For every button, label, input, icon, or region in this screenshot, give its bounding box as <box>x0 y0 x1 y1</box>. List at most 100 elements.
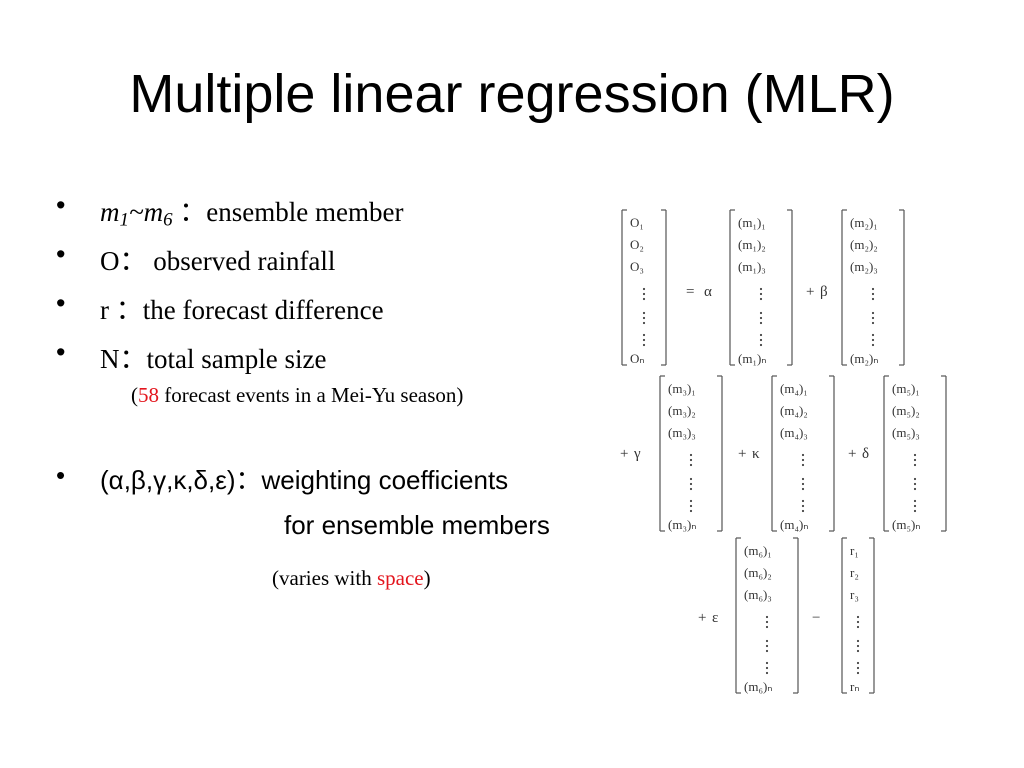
vdots-icon <box>689 477 693 481</box>
vdots-icon <box>689 482 693 486</box>
vdots-icon <box>913 463 917 467</box>
vdots-icon <box>856 671 860 675</box>
vector-entry: (m₅)₂ <box>892 403 920 418</box>
minus-sign: − <box>812 610 820 626</box>
vector-bracket-right <box>829 375 835 532</box>
vdots-icon <box>642 343 646 347</box>
plus-sign: + <box>620 446 628 462</box>
sample-size-note: (58 forecast events in a Mei-Yu season) <box>131 383 464 407</box>
vdots-icon <box>856 620 860 624</box>
vdots-icon <box>765 615 769 619</box>
vdots-icon <box>871 338 875 342</box>
bullet-sample-size: • N：total sample size <box>56 337 327 374</box>
equation-figure: O₁ O₂ O₃ Oₙ = α (m₁)₁ (m₁)₂ (m₁)₃ (m₁)ₙ + β (m₂)₁ (m₂… <box>620 209 947 694</box>
vector-bracket-left <box>659 375 665 532</box>
bullet-dot: • <box>56 239 66 269</box>
coefficient-kappa: κ <box>752 446 760 462</box>
vdots-icon <box>765 671 769 675</box>
vdots-icon <box>913 509 917 513</box>
vector-bracket-right <box>899 209 905 366</box>
vector-entry: (m₅)₁ <box>892 381 920 396</box>
vector-entry: (m₅)₃ <box>892 425 920 440</box>
bullet-forecast-difference: • r ：the forecast difference <box>56 288 384 325</box>
vdots-icon <box>801 487 805 491</box>
vector-entry: r₂ <box>850 565 859 580</box>
vdots-icon <box>913 453 917 457</box>
vector-entry: (m₆)ₙ <box>744 679 772 694</box>
vdots-icon <box>765 644 769 648</box>
vdots-icon <box>871 321 875 325</box>
vdots-icon <box>689 453 693 457</box>
vdots-icon <box>856 625 860 629</box>
vector-entry: Oₙ <box>630 351 645 366</box>
vdots-icon <box>856 666 860 670</box>
vector-entry: (m₂)₁ <box>850 215 878 230</box>
vector-entry: O₃ <box>630 259 644 274</box>
vdots-icon <box>913 504 917 508</box>
vector-bracket-left <box>771 375 777 532</box>
vdots-icon <box>759 292 763 296</box>
vdots-icon <box>856 661 860 665</box>
plus-sign: + <box>698 610 706 626</box>
space-note: (varies with space) <box>272 566 431 590</box>
bullet-dot: • <box>56 460 66 490</box>
vector-entry: O₁ <box>630 215 644 230</box>
vdots-icon <box>765 649 769 653</box>
bullet-dot: • <box>56 337 66 367</box>
vdots-icon <box>765 625 769 629</box>
vector-entry: (m₆)₂ <box>744 565 772 580</box>
vector-entry: r₁ <box>850 543 859 558</box>
vdots-icon <box>871 343 875 347</box>
vector-entry: (m₂)ₙ <box>850 351 878 366</box>
vdots-icon <box>759 343 763 347</box>
vector-entry: (m₃)ₙ <box>668 517 696 532</box>
vdots-icon <box>759 338 763 342</box>
vector-bracket-right <box>793 537 799 694</box>
vector-bracket-right <box>717 375 723 532</box>
vector-bracket-left <box>621 209 627 366</box>
vdots-icon <box>759 297 763 301</box>
vector-bracket-right <box>661 209 667 366</box>
vdots-icon <box>871 292 875 296</box>
vdots-icon <box>913 487 917 491</box>
vector-entry: (m₁)ₙ <box>738 351 766 366</box>
vector-entry: r₃ <box>850 587 859 602</box>
vdots-icon <box>856 639 860 643</box>
vector-entry: (m₁)₃ <box>738 259 766 274</box>
coefficient-alpha: α <box>704 284 712 300</box>
vector-entry: (m₄)ₙ <box>780 517 808 532</box>
vdots-icon <box>871 311 875 315</box>
vector-bracket-right <box>941 375 947 532</box>
vdots-icon <box>856 615 860 619</box>
vdots-icon <box>871 333 875 337</box>
vector-bracket-right <box>869 537 875 694</box>
vector-entry: (m₁)₂ <box>738 237 766 252</box>
vdots-icon <box>871 316 875 320</box>
coefficient-beta: β <box>820 284 828 300</box>
vector-bracket-right <box>787 209 793 366</box>
plus-sign: + <box>806 284 814 300</box>
vector-entry: (m₃)₃ <box>668 425 696 440</box>
vdots-icon <box>765 639 769 643</box>
vdots-icon <box>913 458 917 462</box>
vector-bracket-left <box>735 537 741 694</box>
vdots-icon <box>801 458 805 462</box>
vector-entry: O₂ <box>630 237 644 252</box>
bullet-observed-rainfall: • O： observed rainfall <box>56 239 336 276</box>
vector-entry: rₙ <box>850 679 860 694</box>
vdots-icon <box>913 499 917 503</box>
bullet-ensemble-member: • m1~m6 ：ensemble member <box>56 190 404 231</box>
vdots-icon <box>642 292 646 296</box>
vdots-icon <box>801 504 805 508</box>
vdots-icon <box>765 666 769 670</box>
vdots-icon <box>801 499 805 503</box>
plus-sign: + <box>848 446 856 462</box>
vdots-icon <box>801 453 805 457</box>
vdots-icon <box>642 311 646 315</box>
vdots-icon <box>759 321 763 325</box>
event-count: 58 <box>138 383 159 407</box>
vector-entry: (m₄)₃ <box>780 425 808 440</box>
vdots-icon <box>689 458 693 462</box>
vdots-icon <box>856 644 860 648</box>
vector-bracket-left <box>841 209 847 366</box>
